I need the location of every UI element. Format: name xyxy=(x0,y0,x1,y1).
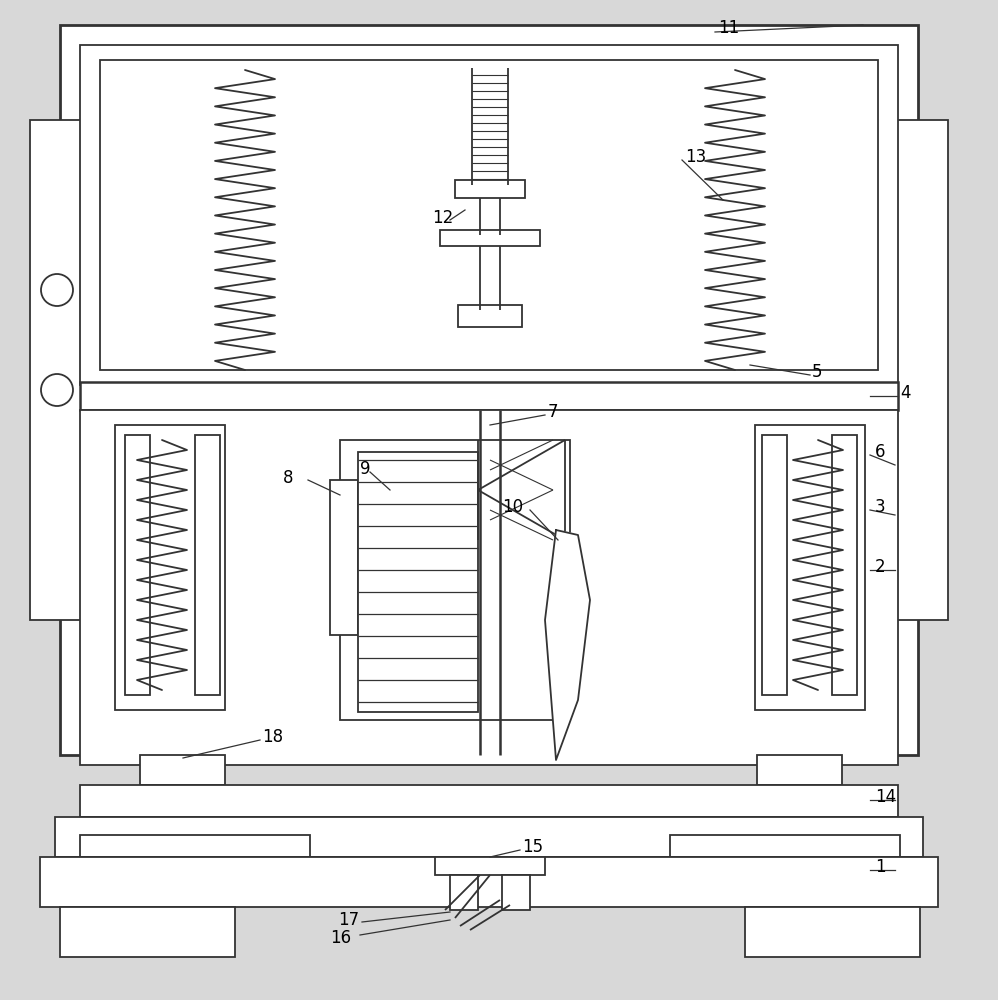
Text: 14: 14 xyxy=(875,788,896,806)
Bar xyxy=(358,452,478,712)
Text: 13: 13 xyxy=(685,148,707,166)
Bar xyxy=(832,435,857,695)
Text: 7: 7 xyxy=(548,403,559,421)
Bar xyxy=(40,857,938,907)
Text: 17: 17 xyxy=(338,911,359,929)
Text: 9: 9 xyxy=(360,460,370,478)
Bar xyxy=(435,857,545,875)
Text: 16: 16 xyxy=(330,929,351,947)
Bar xyxy=(893,120,948,620)
Bar xyxy=(80,45,898,385)
Text: 3: 3 xyxy=(875,498,885,516)
Bar xyxy=(455,180,525,198)
Text: 4: 4 xyxy=(900,384,910,402)
Text: 6: 6 xyxy=(875,443,885,461)
Bar xyxy=(762,435,787,695)
Bar xyxy=(115,425,225,710)
Bar xyxy=(60,25,918,755)
Text: 12: 12 xyxy=(432,209,453,227)
Text: 2: 2 xyxy=(875,558,885,576)
Text: 11: 11 xyxy=(718,19,740,37)
Bar xyxy=(757,755,842,785)
Bar xyxy=(30,120,85,620)
Bar xyxy=(80,382,898,410)
Bar xyxy=(125,435,150,695)
Bar xyxy=(330,480,358,635)
Bar xyxy=(340,440,570,720)
Text: 5: 5 xyxy=(812,363,822,381)
Text: 15: 15 xyxy=(522,838,543,856)
Bar xyxy=(80,410,898,765)
Text: 8: 8 xyxy=(283,469,293,487)
Bar xyxy=(670,835,900,857)
Text: 1: 1 xyxy=(875,858,885,876)
Bar xyxy=(60,907,235,957)
Text: 10: 10 xyxy=(502,498,523,516)
Bar xyxy=(755,425,865,710)
Bar xyxy=(80,835,310,857)
Bar xyxy=(140,755,225,785)
Text: 18: 18 xyxy=(262,728,283,746)
Bar xyxy=(80,785,898,817)
Bar xyxy=(100,60,878,370)
Bar xyxy=(458,305,522,327)
Bar xyxy=(440,230,540,246)
Polygon shape xyxy=(545,530,590,760)
Bar xyxy=(745,907,920,957)
Bar xyxy=(450,875,478,910)
Bar xyxy=(502,875,530,910)
Bar xyxy=(55,817,923,857)
Bar xyxy=(195,435,220,695)
